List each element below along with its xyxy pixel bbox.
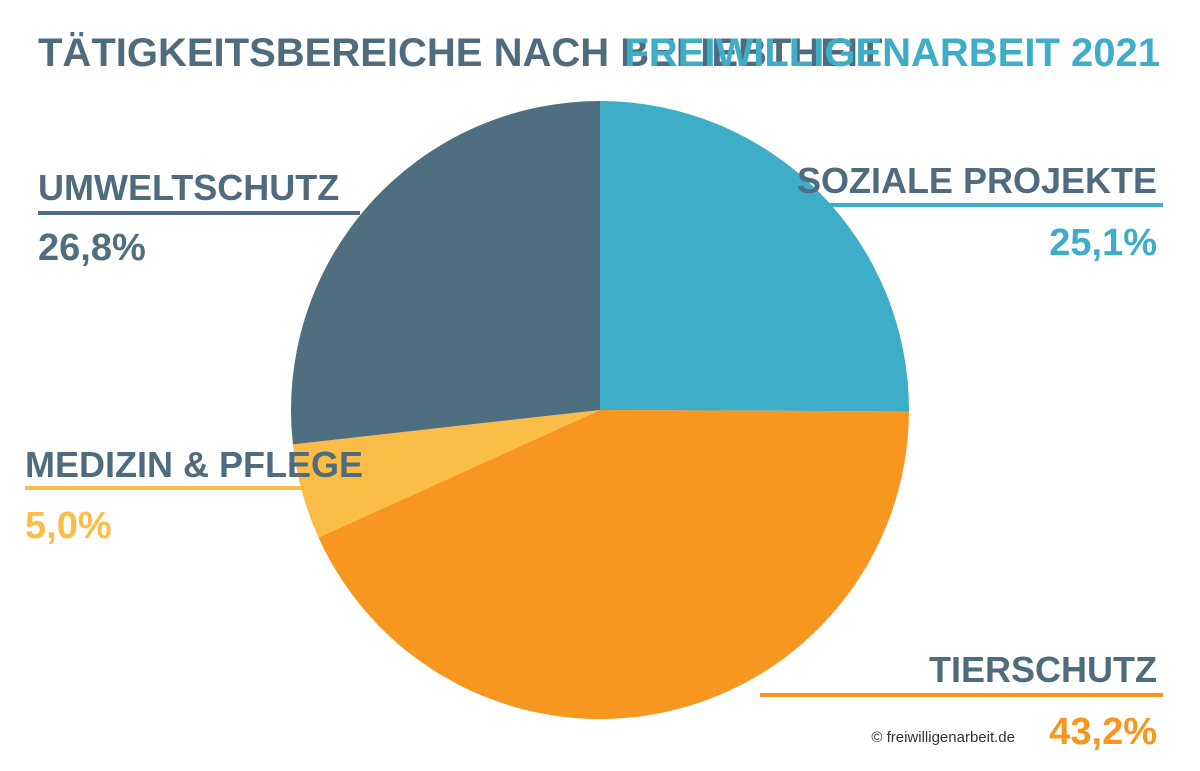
pie-slice-medizin-pflege [292,410,600,538]
leader-lines [25,203,1163,697]
slice-labels: SOZIALE PROJEKTE 25,1% TIERSCHUTZ 43,2% MEDI… [25,160,1157,753]
chart-subtitle: FREIWILLIGENARBEIT 2021 [624,31,1160,75]
copyright-credit: © freiwilligenarbeit.de [871,729,1015,746]
slice-label: MEDIZIN & PFLEGE [25,444,363,485]
slice-value-label: 26,8% [38,227,146,269]
slice-label: SOZIALE PROJEKTE [797,160,1157,201]
slice-value-label: 5,0% [25,505,112,547]
slice-label: TIERSCHUTZ [929,649,1157,690]
slice-value-label: 25,1% [1049,222,1157,264]
pie-slice-tierschutz [318,410,909,720]
slice-value-label: 43,2% [1049,711,1157,753]
pie-slice-soziale-projekte [600,101,910,412]
slice-label: UMWELTSCHUTZ [38,167,339,208]
pie-slices [291,101,910,720]
chart-title: TÄTIGKEITSBEREICHE NACH BELIEBTHEIT [38,31,882,75]
pie-slice-umweltschutz [291,101,600,445]
